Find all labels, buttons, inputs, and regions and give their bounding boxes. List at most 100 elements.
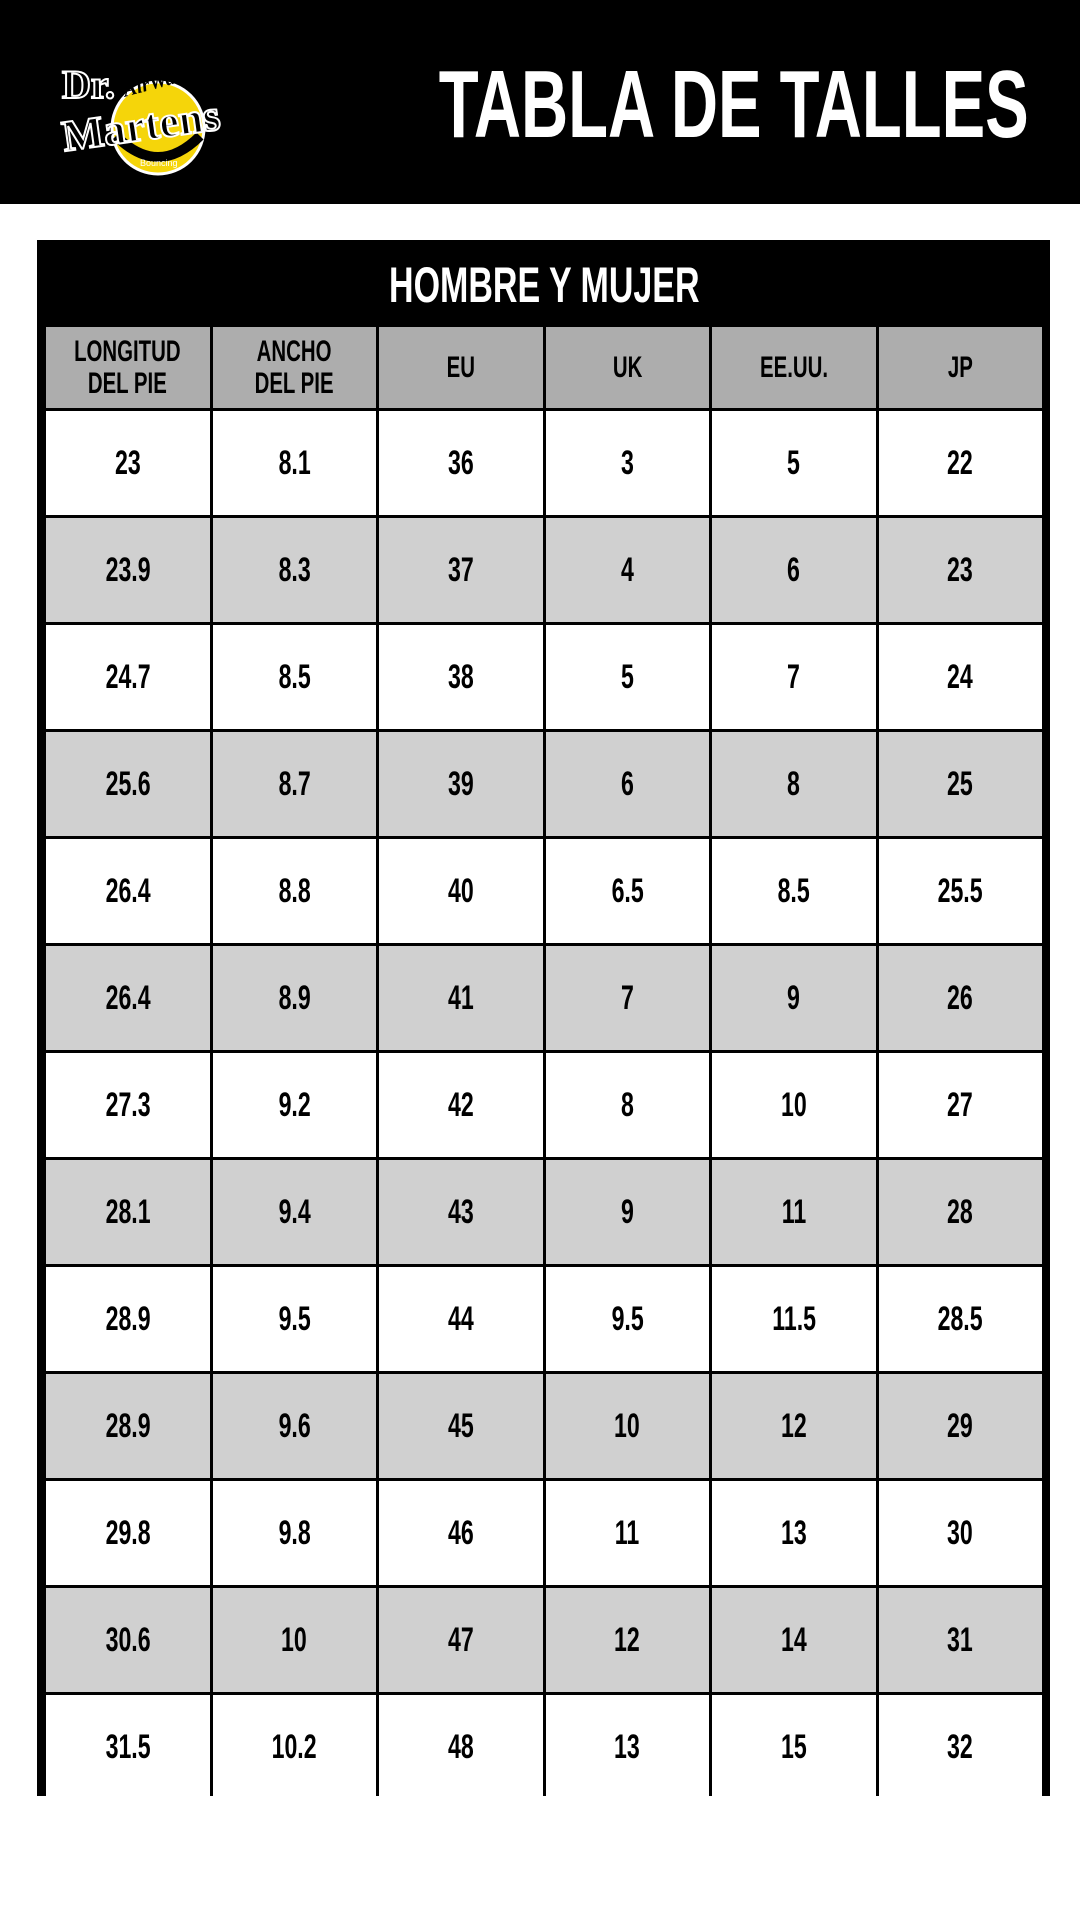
table-cell: 7 [712, 625, 876, 729]
table-cell: 28.9 [46, 1374, 210, 1478]
table-cell: 40 [379, 839, 543, 943]
cell-value: 28.9 [105, 1406, 151, 1445]
column-header-label: UK [612, 350, 642, 384]
svg-text:Bouncing: Bouncing [140, 158, 178, 168]
cell-value: 30 [947, 1513, 974, 1552]
cell-value: 10 [614, 1406, 641, 1445]
cell-value: 26 [947, 978, 974, 1017]
cell-value: 8.9 [278, 978, 311, 1017]
table-cell: 8.5 [212, 625, 376, 729]
cell-value: 41 [447, 978, 474, 1017]
table-cell: 48 [379, 1695, 543, 1799]
dr-martens-logo: Dr. Martens AirWair Bouncing [58, 58, 258, 178]
cell-value: 12 [780, 1406, 807, 1445]
cell-value: 24 [947, 657, 974, 696]
column-header: LONGITUD DEL PIE [46, 327, 210, 408]
cell-value: 8.1 [278, 443, 311, 482]
table-cell: 13 [545, 1695, 709, 1799]
cell-value: 10.2 [271, 1727, 317, 1766]
cell-value: 38 [447, 657, 474, 696]
table-cell: 28 [878, 1160, 1042, 1264]
table-cell: 44 [379, 1267, 543, 1371]
table-cell: 30.6 [46, 1588, 210, 1692]
cell-value: 32 [947, 1727, 974, 1766]
column-header-label: LONGITUD DEL PIE [74, 334, 182, 400]
cell-value: 36 [447, 443, 474, 482]
table-cell: 9.5 [212, 1267, 376, 1371]
cell-value: 14 [780, 1620, 807, 1659]
table-cell: 26.4 [46, 946, 210, 1050]
table-cell: 12 [712, 1374, 876, 1478]
cell-value: 31.5 [105, 1727, 151, 1766]
table-cell: 28.5 [878, 1267, 1042, 1371]
cell-value: 13 [614, 1727, 641, 1766]
cell-value: 39 [447, 764, 474, 803]
cell-value: 28.1 [105, 1192, 151, 1231]
cell-value: 8.3 [278, 550, 311, 589]
cell-value: 24.7 [105, 657, 151, 696]
cell-value: 11 [781, 1192, 806, 1231]
table-cell: 10 [212, 1588, 376, 1692]
table-cell: 43 [379, 1160, 543, 1264]
table-cell: 37 [379, 518, 543, 622]
cell-value: 22 [947, 443, 974, 482]
table-cell: 5 [712, 411, 876, 515]
column-header-label: EU [446, 350, 475, 384]
table-cell: 9 [545, 1160, 709, 1264]
cell-value: 12 [614, 1620, 641, 1659]
table-cell: 29.8 [46, 1481, 210, 1585]
cell-value: 27 [947, 1085, 974, 1124]
cell-value: 15 [780, 1727, 807, 1766]
cell-value: 7 [787, 657, 801, 696]
cell-value: 9.5 [278, 1299, 311, 1338]
cell-value: 28 [947, 1192, 974, 1231]
table-cell: 29 [878, 1374, 1042, 1478]
table-cell: 25.5 [878, 839, 1042, 943]
table-cell: 8.9 [212, 946, 376, 1050]
cell-value: 47 [447, 1620, 474, 1659]
cell-value: 9.6 [278, 1406, 311, 1445]
table-cell: 39 [379, 732, 543, 836]
table-cell: 8.1 [212, 411, 376, 515]
cell-value: 8.8 [278, 871, 311, 910]
table-title: HOMBRE Y MUJER [388, 257, 700, 313]
table-cell: 32 [878, 1695, 1042, 1799]
table-cell: 46 [379, 1481, 543, 1585]
cell-value: 8 [620, 1085, 634, 1124]
table-cell: 36 [379, 411, 543, 515]
table-cell: 23 [878, 518, 1042, 622]
column-header: JP [878, 327, 1042, 408]
table-cell: 9.2 [212, 1053, 376, 1157]
column-header: UK [545, 327, 709, 408]
cell-value: 8 [787, 764, 801, 803]
cell-value: 26.4 [105, 871, 151, 910]
cell-value: 13 [780, 1513, 807, 1552]
cell-value: 25 [947, 764, 974, 803]
table-cell: 27.3 [46, 1053, 210, 1157]
svg-text:Dr.: Dr. [62, 62, 115, 107]
cell-value: 9 [620, 1192, 634, 1231]
cell-value: 8.5 [278, 657, 311, 696]
table-cell: 5 [545, 625, 709, 729]
cell-value: 44 [447, 1299, 474, 1338]
table-cell: 8.7 [212, 732, 376, 836]
cell-value: 28.9 [105, 1299, 151, 1338]
table-cell: 15 [712, 1695, 876, 1799]
cell-value: 6.5 [611, 871, 644, 910]
cell-value: 45 [447, 1406, 474, 1445]
cell-value: 9.8 [278, 1513, 311, 1552]
cell-value: 25.5 [937, 871, 983, 910]
cell-value: 48 [447, 1727, 474, 1766]
cell-value: 9 [787, 978, 801, 1017]
table-cell: 42 [379, 1053, 543, 1157]
cell-value: 37 [447, 550, 474, 589]
column-header-label: ANCHO DEL PIE [254, 334, 334, 400]
cell-value: 5 [620, 657, 634, 696]
table-cell: 9.4 [212, 1160, 376, 1264]
column-header: EE.UU. [712, 327, 876, 408]
cell-value: 29 [947, 1406, 974, 1445]
table-cell: 6 [545, 732, 709, 836]
table-cell: 9.5 [545, 1267, 709, 1371]
cell-value: 42 [447, 1085, 474, 1124]
table-cell: 31.5 [46, 1695, 210, 1799]
